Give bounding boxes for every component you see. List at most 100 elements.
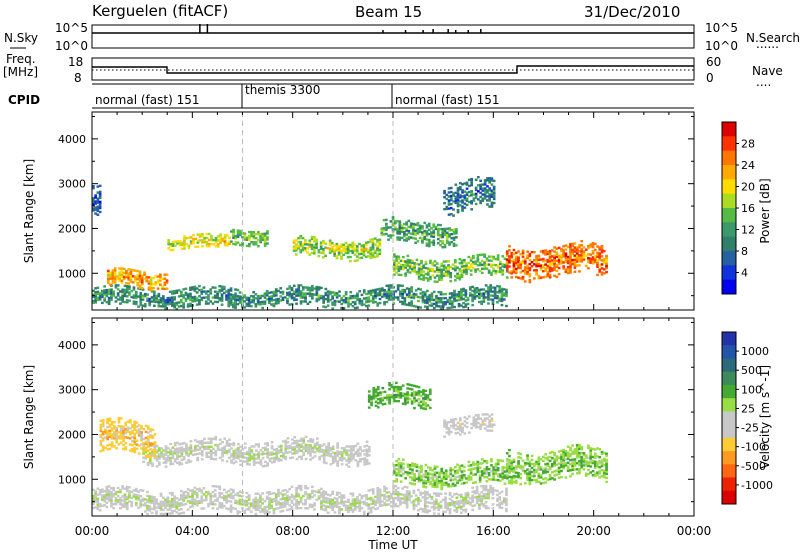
heatmap-cell bbox=[236, 502, 240, 505]
heatmap-cell bbox=[255, 461, 258, 464]
heatmap-cell bbox=[412, 232, 415, 236]
heatmap-cell bbox=[223, 237, 227, 241]
heatmap-cell bbox=[390, 286, 393, 289]
heatmap-cell bbox=[474, 463, 477, 466]
heatmap-cell bbox=[268, 457, 272, 461]
heatmap-cell bbox=[432, 243, 436, 246]
heatmap-cell bbox=[205, 240, 209, 244]
heatmap-cell bbox=[141, 499, 145, 502]
heatmap-cell bbox=[421, 237, 424, 240]
heatmap-cell bbox=[175, 291, 179, 294]
heatmap-cell bbox=[401, 501, 404, 504]
heatmap-cell bbox=[295, 499, 298, 502]
heatmap-cell bbox=[125, 271, 128, 275]
heatmap-cell bbox=[295, 439, 299, 443]
heatmap-cell bbox=[598, 264, 602, 267]
heatmap-cell bbox=[432, 502, 436, 505]
heatmap-cell bbox=[446, 508, 450, 511]
heatmap-cell bbox=[195, 496, 199, 499]
heatmap-cell bbox=[462, 305, 465, 309]
heatmap-cell bbox=[264, 446, 267, 449]
heatmap-cell bbox=[247, 300, 251, 304]
heatmap-cell bbox=[96, 185, 100, 188]
heatmap-cell bbox=[98, 503, 102, 506]
heatmap-cell bbox=[175, 303, 179, 307]
heatmap-cell bbox=[440, 264, 444, 267]
heatmap-cell bbox=[306, 493, 310, 496]
heatmap-cell bbox=[112, 488, 115, 492]
heatmap-cell bbox=[458, 479, 462, 482]
heatmap-cell bbox=[156, 279, 160, 282]
heatmap-cell bbox=[211, 490, 215, 494]
heatmap-cell bbox=[228, 450, 231, 454]
heatmap-cell bbox=[158, 461, 161, 464]
heatmap-cell bbox=[234, 241, 238, 244]
heatmap-cell bbox=[183, 247, 186, 250]
heatmap-cell bbox=[120, 281, 124, 284]
heatmap-cell bbox=[405, 293, 409, 296]
heatmap-cell bbox=[393, 480, 396, 483]
heatmap-cell bbox=[182, 456, 186, 459]
heatmap-cell bbox=[473, 496, 477, 499]
heatmap-cell bbox=[297, 486, 301, 490]
heatmap-cell bbox=[292, 245, 296, 248]
heatmap-cell bbox=[171, 302, 174, 305]
heatmap-cell bbox=[367, 454, 371, 457]
heatmap-cell bbox=[137, 498, 140, 501]
heatmap-cell bbox=[232, 228, 235, 232]
heatmap-cell bbox=[436, 229, 440, 233]
heatmap-cell bbox=[420, 267, 423, 271]
heatmap-cell bbox=[259, 498, 262, 501]
heatmap-cell bbox=[171, 304, 174, 307]
heatmap-cell bbox=[498, 502, 501, 505]
heatmap-cell bbox=[454, 466, 457, 469]
heatmap-cell bbox=[194, 445, 197, 448]
heatmap-cell bbox=[134, 497, 138, 501]
heatmap-cell bbox=[408, 482, 412, 485]
heatmap-cell bbox=[92, 199, 95, 202]
heatmap-cell bbox=[272, 290, 276, 294]
heatmap-cell bbox=[291, 448, 294, 451]
heatmap-cell bbox=[322, 305, 325, 308]
heatmap-cell bbox=[589, 245, 593, 248]
heatmap-cell bbox=[445, 241, 449, 245]
heatmap-cell bbox=[232, 303, 235, 307]
heatmap-cell bbox=[412, 296, 416, 300]
heatmap-cell bbox=[106, 417, 109, 421]
heatmap-cell bbox=[433, 276, 437, 279]
heatmap-cell bbox=[320, 448, 324, 451]
heatmap-cell bbox=[573, 250, 577, 253]
heatmap-cell bbox=[114, 496, 118, 500]
heatmap-cell bbox=[496, 458, 500, 462]
heatmap-cell bbox=[571, 258, 574, 262]
heatmap-cell bbox=[300, 455, 303, 458]
heatmap-cell bbox=[183, 245, 186, 248]
heatmap-cell bbox=[479, 187, 482, 191]
heatmap-cell bbox=[426, 277, 430, 280]
heatmap-cell bbox=[560, 253, 563, 257]
heatmap-cell bbox=[394, 490, 398, 494]
heatmap-cell bbox=[101, 447, 105, 450]
heatmap-cell bbox=[412, 507, 416, 511]
heatmap-cell bbox=[259, 234, 262, 238]
heatmap-cell bbox=[445, 197, 449, 201]
heatmap-cell bbox=[295, 493, 298, 496]
heatmap-cell bbox=[182, 296, 185, 299]
heatmap-cell bbox=[275, 456, 279, 459]
heatmap-cell bbox=[387, 296, 391, 299]
nsky-tick-high: 10^5 bbox=[55, 21, 88, 35]
heatmap-cell bbox=[426, 511, 429, 514]
heatmap-cell bbox=[126, 428, 130, 431]
heatmap-cell bbox=[182, 499, 185, 502]
heatmap-cell bbox=[363, 453, 367, 456]
heatmap-cell bbox=[428, 304, 432, 307]
heatmap-cell bbox=[453, 305, 456, 309]
heatmap-cell bbox=[344, 293, 348, 296]
heatmap-cell bbox=[173, 458, 177, 461]
heatmap-cell bbox=[500, 506, 504, 510]
heatmap-cell bbox=[290, 485, 294, 488]
heatmap-cell bbox=[405, 492, 409, 495]
heatmap-cell bbox=[133, 438, 137, 442]
heatmap-cell bbox=[153, 304, 156, 307]
heatmap-cell bbox=[496, 301, 499, 304]
